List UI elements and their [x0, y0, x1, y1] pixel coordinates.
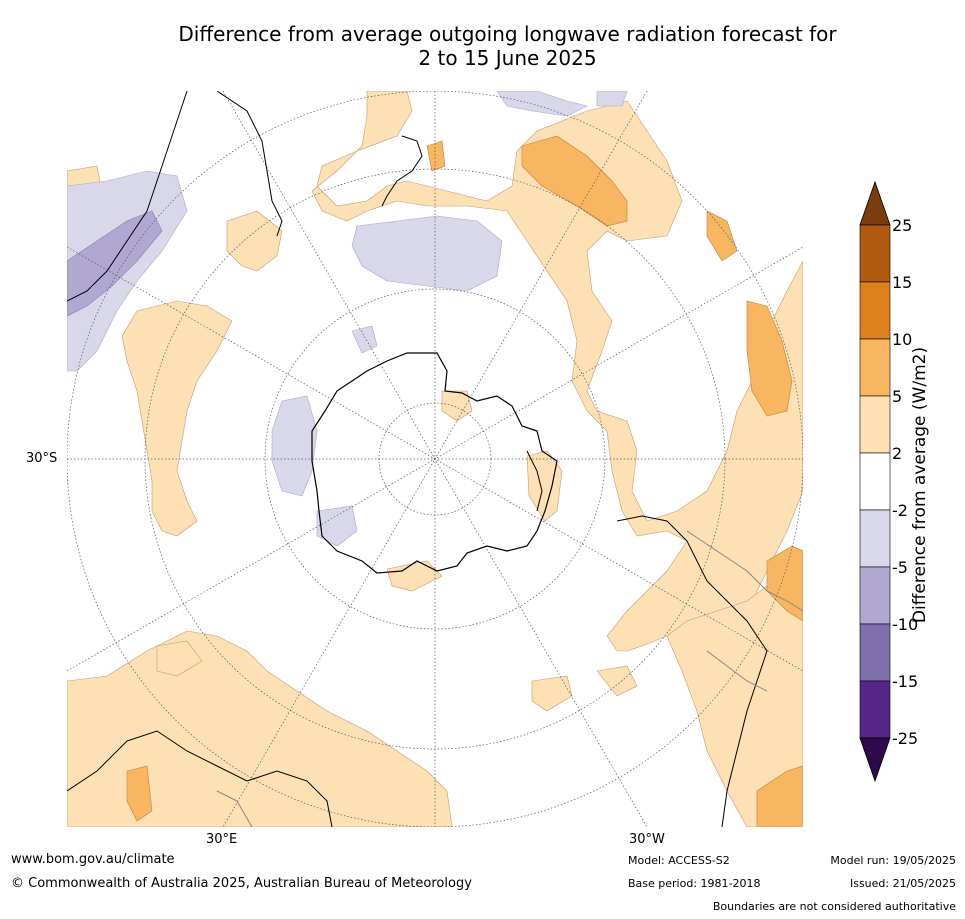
colorbar-segment	[859, 680, 891, 739]
footer-website: www.bom.gov.au/climate	[11, 852, 175, 867]
continent-outlines	[67, 91, 768, 827]
footer-disclaimer: Boundaries are not considered authoritat…	[712, 900, 956, 913]
colorbar: 25 15 10 5 2 -2 -5 -10 -15 -25	[859, 180, 918, 783]
country-boundaries	[216, 530, 803, 827]
footer-issued: Issued: 21/05/2025	[849, 877, 956, 890]
colorbar-tick-label: -10	[892, 615, 918, 634]
longitude-label-30e: 30°E	[206, 832, 238, 847]
colorbar-tick-label: 15	[892, 273, 912, 292]
footer-base-period: Base period: 1981-2018	[628, 877, 761, 890]
title-line-2: 2 to 15 June 2025	[418, 46, 597, 70]
map-title: Difference from average outgoing longwav…	[60, 22, 955, 70]
colorbar-tick-label: -25	[892, 729, 918, 748]
antarctica-coastline	[311, 352, 558, 574]
latitude-label-30s: 30°S	[26, 451, 58, 466]
colorbar-segment	[859, 566, 891, 625]
colorbar-title: Difference from average (W/m2)	[910, 346, 930, 624]
colorbar-tick-label: 5	[892, 387, 902, 406]
colorbar-segment	[859, 338, 891, 397]
colorbar-segment	[859, 224, 891, 283]
anomaly-2-5-regions	[67, 91, 803, 827]
colorbar-segment	[859, 452, 891, 511]
colorbar-tick-label: -2	[892, 501, 908, 520]
footer-copyright: © Commonwealth of Australia 2025, Austra…	[11, 876, 472, 891]
footer-model-run: Model run: 19/05/2025	[830, 854, 956, 867]
colorbar-segment	[859, 509, 891, 568]
colorbar-segment	[859, 395, 891, 454]
colorbar-tick-label: -5	[892, 558, 908, 577]
colorbar-segment	[859, 281, 891, 340]
footer-model: Model: ACCESS-S2	[628, 854, 730, 867]
colorbar-tick-label: 25	[892, 216, 912, 235]
anomaly-minus5-minus10-regions	[67, 210, 163, 317]
colorbar-tick-label: 10	[892, 330, 912, 349]
colorbar-extend-bottom	[859, 737, 891, 783]
polar-map	[67, 91, 803, 827]
colorbar-extend-top	[859, 180, 891, 226]
graticule	[67, 91, 803, 827]
colorbar-tick-label: 2	[892, 444, 902, 463]
title-line-1: Difference from average outgoing longwav…	[178, 22, 837, 46]
colorbar-segment	[859, 623, 891, 682]
longitude-label-30w: 30°W	[629, 832, 665, 847]
colorbar-tick-label: -15	[892, 672, 918, 691]
